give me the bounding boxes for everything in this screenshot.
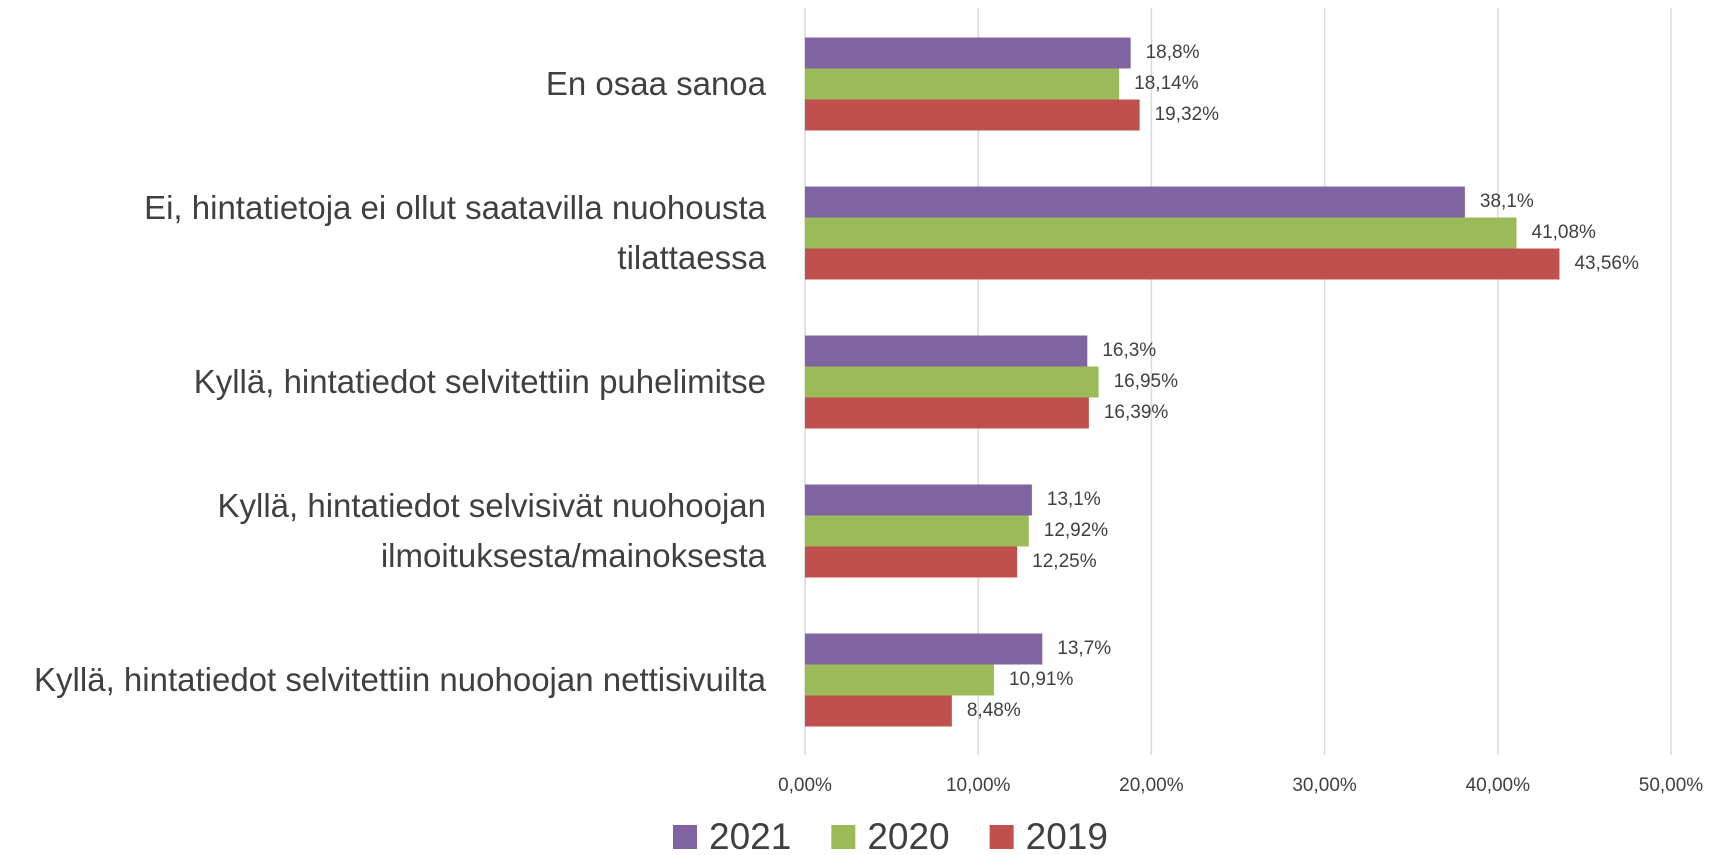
legend-label: 2019 — [1026, 816, 1108, 855]
bar — [805, 68, 1120, 100]
x-tick-label: 20,00% — [1119, 775, 1184, 796]
bar — [805, 335, 1088, 367]
data-label: 38,1% — [1480, 191, 1534, 212]
data-label: 12,92% — [1044, 520, 1109, 541]
category-label: Ei, hintatietoja ei ollut saatavilla nuo… — [144, 189, 766, 276]
legend-swatch — [989, 825, 1014, 849]
x-tick-label: 50,00% — [1639, 775, 1704, 796]
category-label: Kyllä, hintatiedot selvisivät nuohoojan … — [217, 487, 766, 574]
legend-label: 2020 — [867, 816, 949, 855]
data-label: 18,14% — [1134, 73, 1199, 94]
x-tick-label: 10,00% — [946, 775, 1011, 796]
bar — [805, 217, 1517, 249]
bar — [805, 484, 1032, 516]
data-label: 19,32% — [1155, 104, 1220, 125]
bar — [805, 186, 1465, 218]
data-label: 13,7% — [1057, 638, 1111, 659]
x-tick-label: 40,00% — [1466, 775, 1531, 796]
x-tick-label: 0,00% — [778, 775, 832, 796]
data-label: 18,8% — [1146, 42, 1200, 63]
legend-swatch — [831, 825, 856, 849]
bar — [805, 546, 1018, 578]
category-label: En osaa sanoa — [545, 65, 766, 102]
data-label: 43,56% — [1574, 253, 1639, 274]
bar — [805, 633, 1043, 665]
data-label: 16,3% — [1102, 340, 1156, 361]
data-label: 12,25% — [1032, 551, 1097, 572]
data-label: 10,91% — [1009, 669, 1074, 690]
bar — [805, 99, 1140, 131]
data-label: 13,1% — [1047, 489, 1101, 510]
bar — [805, 397, 1089, 429]
bar — [805, 37, 1131, 69]
bar — [805, 695, 952, 727]
bar — [805, 248, 1560, 280]
bar — [805, 515, 1029, 547]
data-label: 41,08% — [1532, 222, 1597, 243]
legend-label: 2021 — [709, 816, 791, 855]
x-tick-label: 30,00% — [1292, 775, 1357, 796]
data-label: 16,39% — [1104, 402, 1169, 423]
category-label: Kyllä, hintatiedot selvitettiin nuohooja… — [34, 661, 766, 698]
data-label: 8,48% — [967, 700, 1021, 721]
category-label: Kyllä, hintatiedot selvitettiin puhelimi… — [193, 363, 766, 400]
data-label: 16,95% — [1114, 371, 1179, 392]
bar — [805, 366, 1099, 398]
legend-swatch — [673, 825, 697, 849]
bar — [805, 664, 994, 696]
